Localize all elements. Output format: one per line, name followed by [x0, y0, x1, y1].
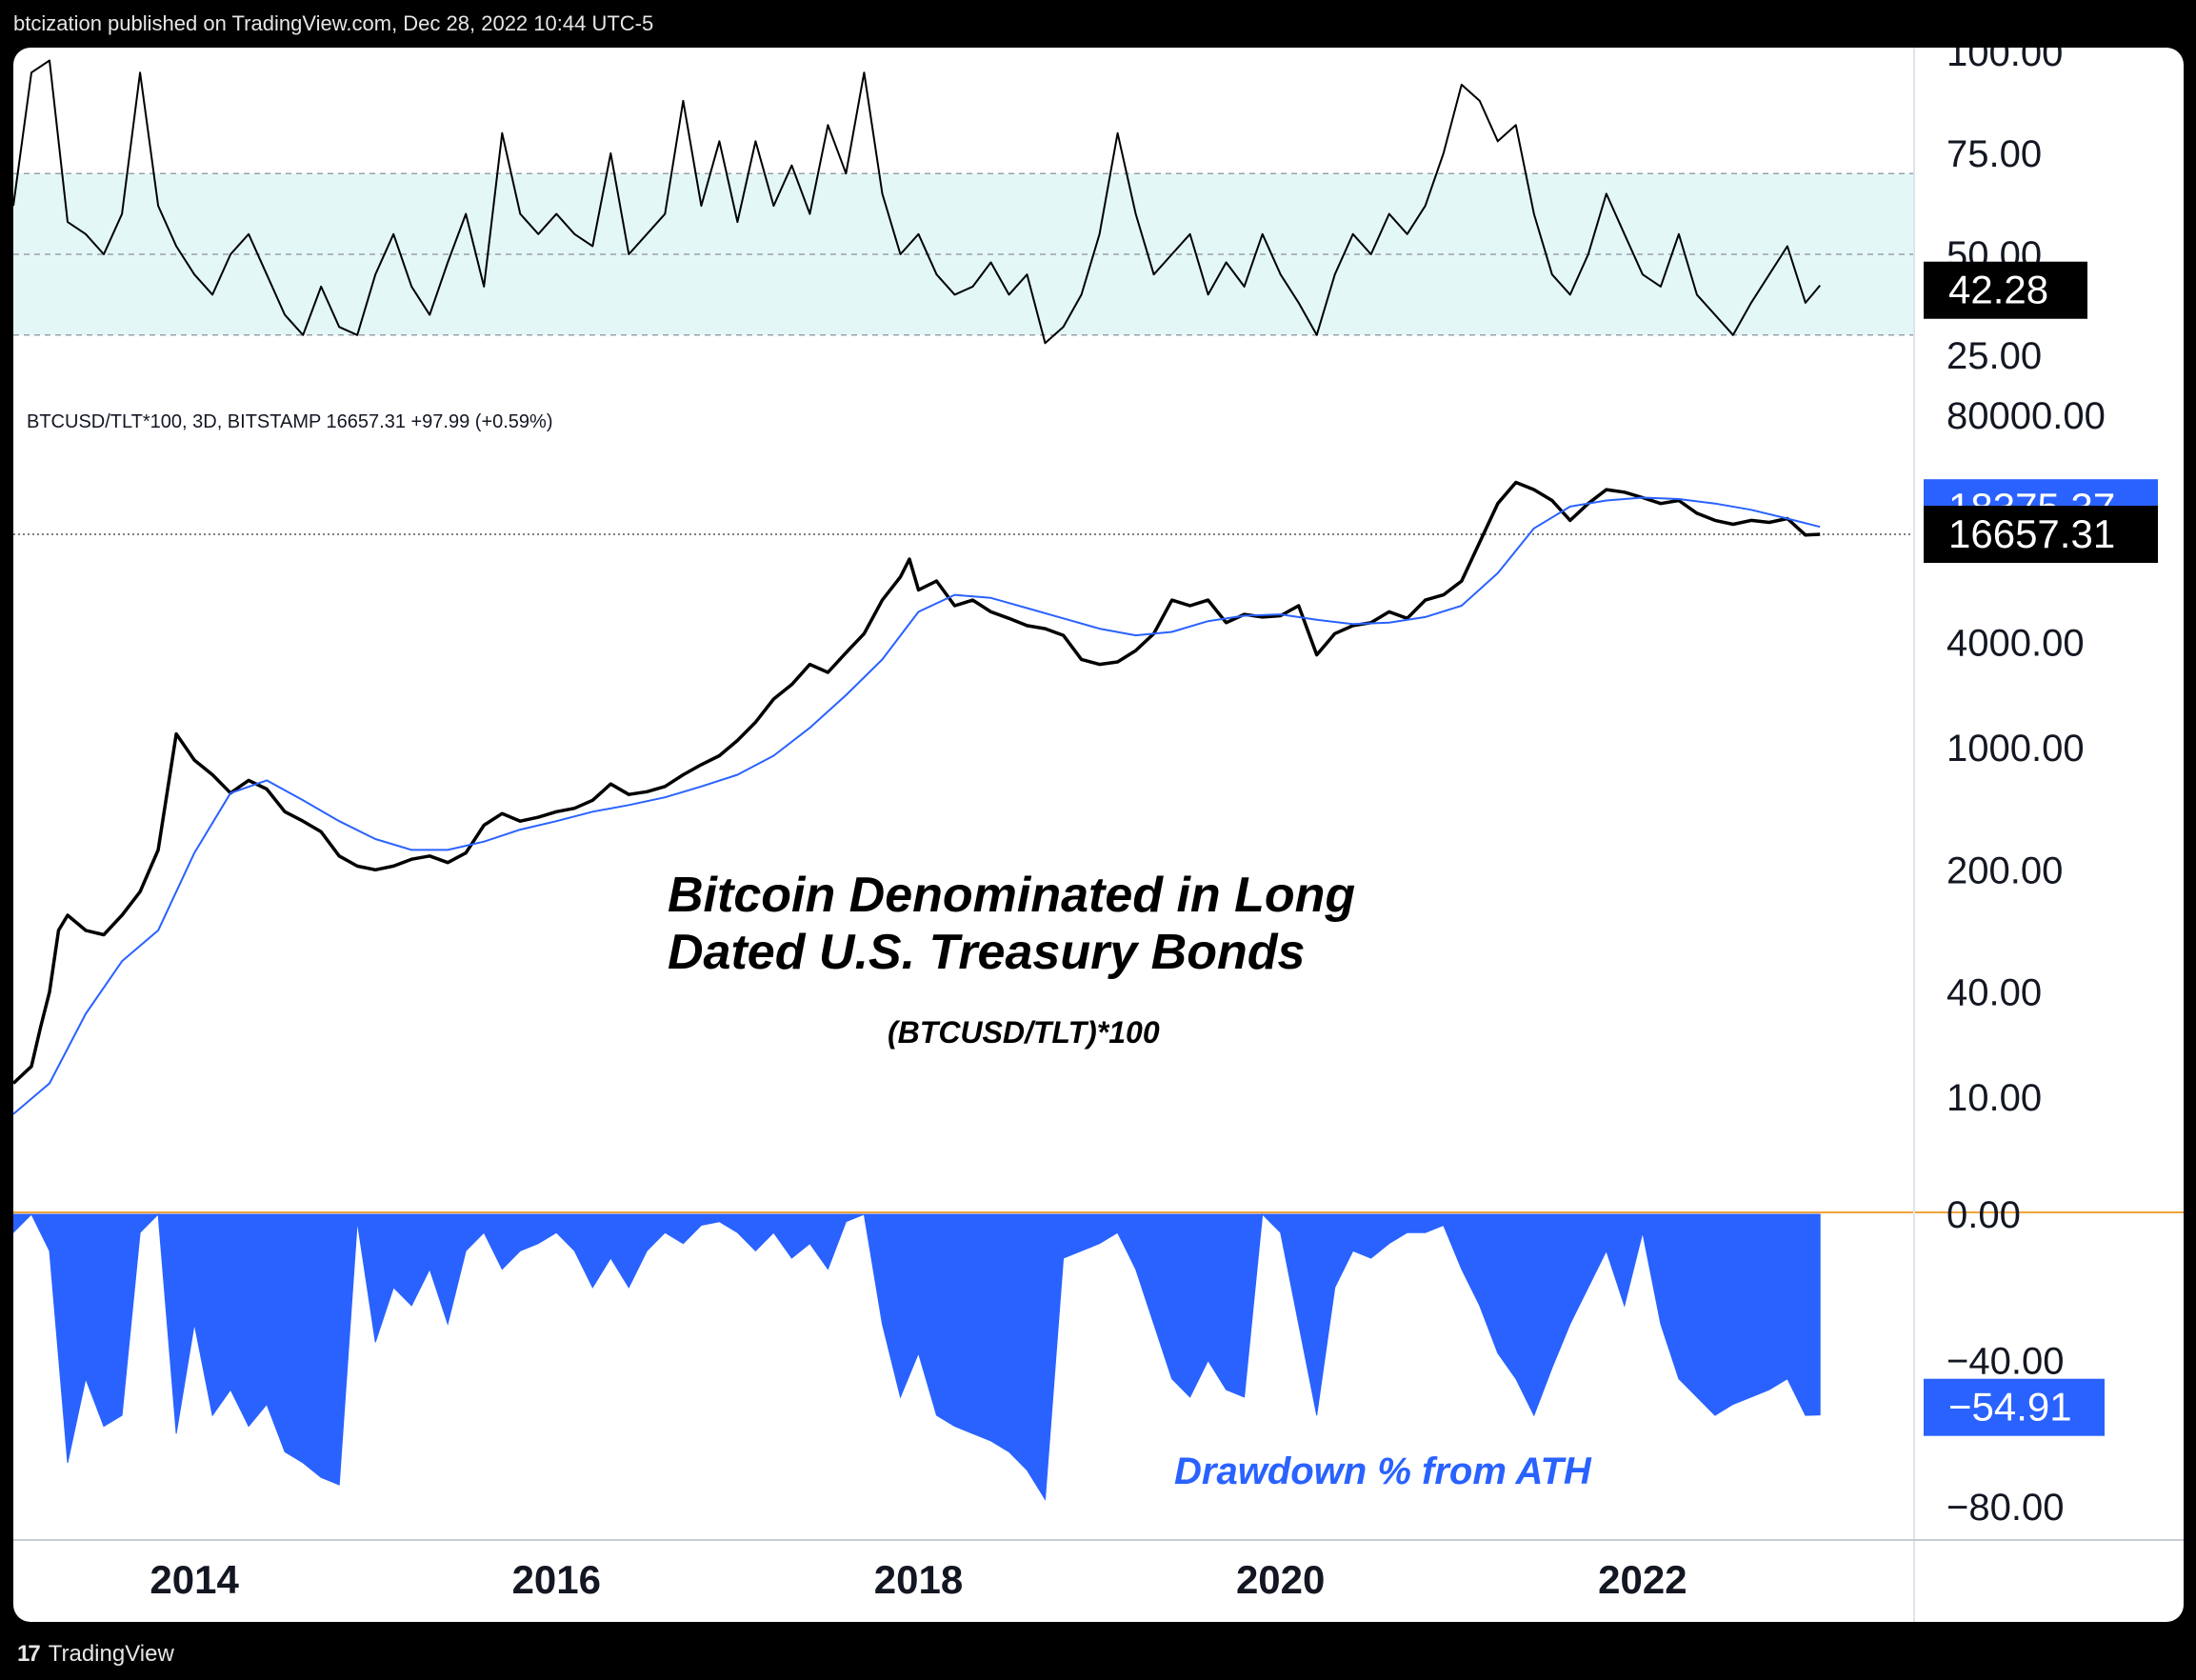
drawdown-tick-label: 0.00 [1946, 1194, 2021, 1236]
rsi-last-value-badge: 42.28 [1924, 261, 2087, 319]
chart-title-line-1: Bitcoin Denominated in Long [668, 868, 1355, 923]
time-tick-label: 2022 [1598, 1557, 1687, 1602]
drawdown-annotation: Drawdown % from ATH [1174, 1450, 1592, 1492]
price-tick-label: 4000.00 [1946, 623, 2085, 665]
rsi-tick-label: 25.00 [1946, 335, 2042, 377]
rsi-tick-label: 75.00 [1946, 133, 2042, 175]
price-tick-label: 1000.00 [1946, 728, 2085, 770]
publish-info-text: btcization published on TradingView.com,… [13, 11, 654, 35]
chart-title-line-2: Dated U.S. Treasury Bonds [668, 925, 1305, 980]
drawdown-area-0 [13, 1212, 1821, 1501]
tradingview-logo-text: TradingView [48, 1641, 174, 1667]
time-tick-label: 2020 [1236, 1557, 1325, 1602]
chart-subtitle: (BTCUSD/TLT)*100 [888, 1015, 1160, 1050]
drawdown-tick-label: −80.00 [1946, 1487, 2064, 1529]
moving-average-line [13, 496, 1821, 1115]
rsi-last-value-badge-text: 42.28 [1948, 268, 2048, 312]
rsi-tick-label: 100.00 [1946, 48, 2063, 74]
price-last-value-badge-bg [1924, 506, 2158, 564]
footer-bar: 17 TradingView [0, 1622, 2196, 1680]
chart-frame[interactable]: BTCUSD/TLT*100, 3D, BITSTAMP 16657.31 +9… [13, 48, 2184, 1622]
price-legend: BTCUSD/TLT*100, 3D, BITSTAMP 16657.31 +9… [27, 411, 553, 432]
price-series-line [13, 480, 1821, 1085]
drawdown-tick-label: −40.00 [1946, 1341, 2064, 1383]
rsi-series-line-0 [13, 59, 1821, 345]
time-axis[interactable]: 2014 2016 2018 2020 2022 [150, 1557, 1687, 1602]
price-tick-label: 80000.00 [1946, 395, 2106, 437]
right-price-scale[interactable]: 100.0075.0050.0025.0080000.004000.001000… [1924, 48, 2158, 1529]
drawdown-last-value-badge-bg [1924, 1378, 2105, 1436]
chart-canvas[interactable]: BTCUSD/TLT*100, 3D, BITSTAMP 16657.31 +9… [13, 48, 2184, 1622]
rsi-last-value-badge-bg [1924, 261, 2087, 319]
tradingview-logo[interactable]: 17 TradingView [17, 1641, 174, 1668]
publish-header: btcization published on TradingView.com,… [0, 0, 2196, 48]
drawdown-last-value-badge: −54.91 [1924, 1378, 2105, 1436]
price-tick-label: 10.00 [1946, 1077, 2042, 1119]
drawdown-last-value-badge-text: −54.91 [1948, 1385, 2072, 1430]
time-tick-label: 2018 [874, 1557, 963, 1602]
time-tick-label: 2016 [512, 1557, 601, 1602]
price-tick-label: 200.00 [1946, 850, 2063, 891]
rsi-series-group [13, 59, 1821, 345]
time-tick-label: 2014 [150, 1557, 239, 1602]
drawdown-series-group [13, 1212, 1821, 1501]
price-last-value-badge: 16657.31 [1924, 506, 2158, 564]
price-last-value-badge-text: 16657.31 [1948, 511, 2115, 556]
tradingview-logo-icon: 17 [17, 1641, 41, 1667]
price-series-group [13, 480, 1821, 1115]
price-tick-label: 40.00 [1946, 972, 2042, 1014]
